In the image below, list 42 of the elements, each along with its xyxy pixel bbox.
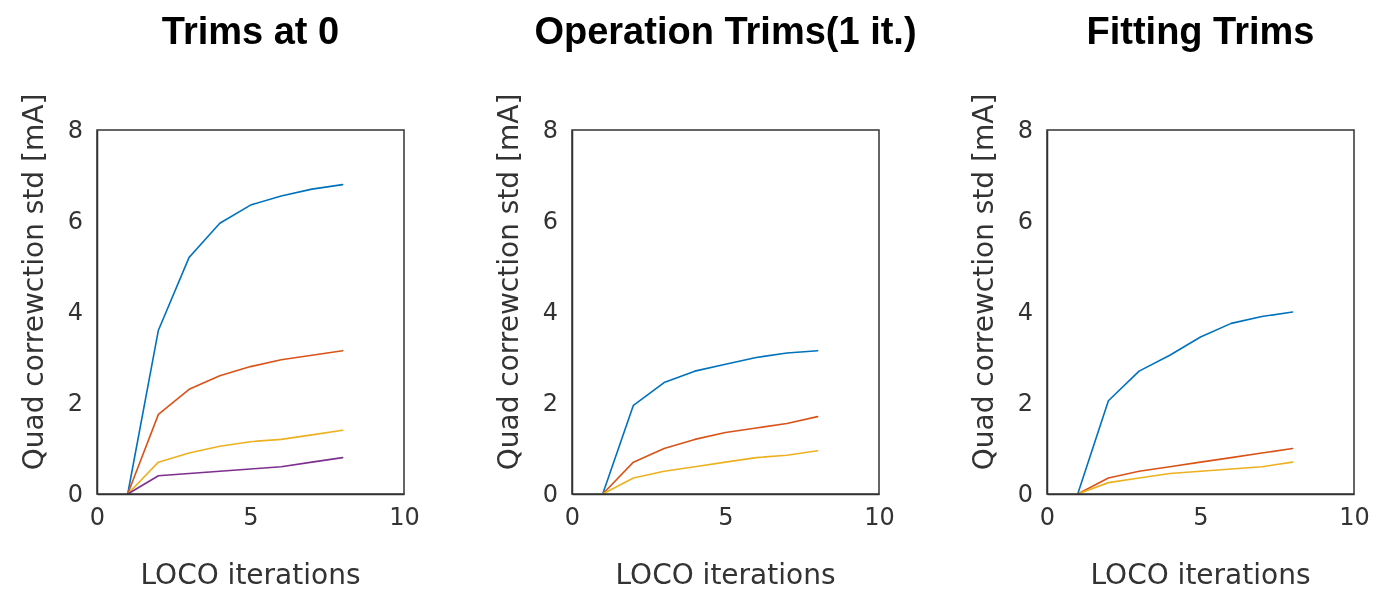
y-tick-label: 4 bbox=[1017, 298, 1033, 327]
y-tick-label: 8 bbox=[1017, 116, 1033, 145]
line-series bbox=[126, 349, 344, 495]
chart-title: Fitting Trims bbox=[1086, 10, 1315, 52]
y-axis-title: Quad correwction std [mA] bbox=[967, 93, 1000, 471]
x-axis-title: LOCO iterations bbox=[615, 558, 836, 591]
y-tick-label: 6 bbox=[1017, 207, 1033, 236]
x-tick-label: 0 bbox=[89, 503, 106, 532]
x-tick-label: 5 bbox=[1193, 503, 1209, 532]
y-tick-label: 0 bbox=[67, 480, 83, 509]
x-axis-title: LOCO iterations bbox=[1090, 558, 1311, 591]
y-tick-label: 4 bbox=[67, 298, 83, 327]
line-series bbox=[601, 415, 819, 495]
x-tick-label: 10 bbox=[389, 503, 420, 532]
line-series bbox=[601, 349, 819, 495]
y-tick-label: 0 bbox=[542, 480, 558, 509]
y-tick-label: 8 bbox=[542, 116, 558, 145]
chart-title: Trims at 0 bbox=[161, 10, 340, 52]
line-series bbox=[126, 456, 344, 495]
x-tick-label: 0 bbox=[1039, 503, 1056, 532]
line-series bbox=[126, 183, 344, 495]
line-series bbox=[1076, 311, 1294, 495]
y-tick-label: 0 bbox=[1017, 480, 1033, 509]
x-tick-label: 10 bbox=[1339, 503, 1370, 532]
y-axis-title: Quad correwction std [mA] bbox=[17, 93, 50, 471]
y-axis-title: Quad correwction std [mA] bbox=[492, 93, 525, 471]
y-tick-label: 6 bbox=[542, 207, 558, 236]
y-tick-label: 2 bbox=[542, 389, 558, 418]
x-axis-title: LOCO iterations bbox=[140, 558, 361, 591]
y-tick-label: 4 bbox=[542, 298, 558, 327]
x-tick-label: 5 bbox=[243, 503, 259, 532]
y-tick-label: 2 bbox=[1017, 389, 1033, 418]
line-series bbox=[1076, 461, 1294, 495]
x-tick-label: 10 bbox=[864, 503, 895, 532]
y-tick-label: 8 bbox=[67, 116, 83, 145]
y-tick-label: 2 bbox=[67, 389, 83, 418]
x-tick-label: 5 bbox=[718, 503, 734, 532]
line-series bbox=[126, 429, 344, 495]
chart-title: Operation Trims(1 it.) bbox=[534, 10, 917, 52]
x-tick-label: 0 bbox=[564, 503, 581, 532]
y-tick-label: 6 bbox=[67, 207, 83, 236]
line-series bbox=[601, 449, 819, 495]
